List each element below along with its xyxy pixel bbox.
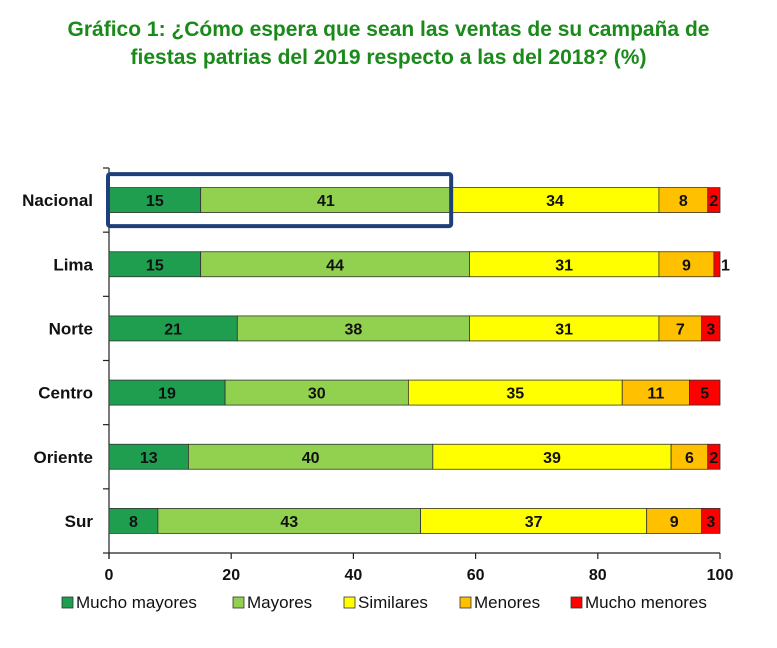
bar-nacional-mucho-mayores [108, 187, 202, 213]
x-tick-label: 80 [589, 567, 607, 584]
bar-oriente-mucho-mayores [108, 443, 189, 470]
data-label-norte-mucho-menores: 3 [706, 321, 715, 338]
chart-title: Gráfico 1: ¿Cómo espera que sean las ven… [0, 16, 777, 72]
chart-title-line-1: Gráfico 1: ¿Cómo espera que sean las ven… [67, 18, 710, 41]
bar-lima-mucho-menores [713, 251, 721, 278]
legend-label-mucho-mayores: Mucho mayores [76, 593, 197, 612]
category-label-centro: Centro [38, 384, 93, 403]
data-label-nacional-similares: 34 [546, 193, 564, 210]
bar-centro-menores [621, 379, 690, 406]
legend-label-similares: Similares [358, 593, 428, 612]
category-label-lima: Lima [53, 255, 93, 274]
x-tick-label: 100 [707, 567, 734, 584]
bar-norte-mucho-menores [701, 315, 721, 342]
data-label-sur-mayores: 43 [280, 514, 298, 531]
bar-oriente-mayores [188, 443, 434, 470]
bar-sur-similares [420, 508, 648, 534]
bar-centro-mayores [224, 379, 409, 406]
bar-norte-mayores [236, 315, 470, 342]
x-tick-label: 60 [467, 567, 485, 584]
data-label-centro-mucho-menores: 5 [700, 386, 709, 403]
legend-swatch-mucho-mayores [61, 596, 74, 609]
data-label-norte-similares: 31 [555, 321, 573, 338]
legend-swatch-mucho-menores [570, 596, 583, 609]
legend-swatch-similares [343, 596, 356, 609]
data-label-centro-similares: 35 [506, 386, 524, 403]
data-label-sur-mucho-mayores: 8 [129, 514, 138, 531]
legend-label-mayores: Mayores [247, 593, 312, 612]
data-label-oriente-similares: 39 [543, 450, 561, 467]
legend-swatch-menores [459, 596, 472, 609]
bar-lima-mucho-mayores [108, 251, 202, 278]
data-label-nacional-mucho-mayores: 15 [146, 193, 164, 210]
legend-label-menores: Menores [474, 593, 540, 612]
legend-label-mucho-menores: Mucho menores [585, 593, 707, 612]
category-label-norte: Norte [49, 319, 93, 338]
data-label-sur-mucho-menores: 3 [706, 514, 715, 531]
bar-lima-mayores [200, 251, 470, 278]
bar-sur-mayores [157, 508, 422, 534]
data-label-oriente-mucho-mayores: 13 [140, 450, 158, 467]
bar-centro-similares [407, 379, 623, 406]
category-label-nacional: Nacional [22, 191, 93, 210]
bar-norte-menores [658, 315, 703, 342]
data-label-sur-menores: 9 [670, 514, 679, 531]
data-label-norte-mucho-mayores: 21 [164, 321, 182, 338]
highlight-box [106, 172, 454, 229]
chart-title-line-2: fiestas patrias del 2019 respecto a las … [130, 46, 647, 69]
category-label-sur: Sur [65, 512, 94, 531]
bar-sur-mucho-menores [701, 508, 721, 534]
x-tick-label: 40 [345, 567, 363, 584]
data-label-nacional-menores: 8 [679, 193, 688, 210]
bar-lima-menores [658, 251, 715, 278]
bar-sur-mucho-mayores [108, 508, 159, 534]
data-label-centro-mucho-mayores: 19 [158, 386, 176, 403]
x-tick-label: 20 [222, 567, 240, 584]
data-label-lima-menores: 9 [682, 257, 691, 274]
bar-oriente-menores [670, 443, 709, 470]
data-label-centro-menores: 11 [647, 386, 664, 403]
legend-swatch-mayores [232, 596, 245, 609]
data-label-lima-similares: 31 [555, 257, 573, 274]
x-tick-label: 0 [105, 567, 114, 584]
category-label-oriente: Oriente [33, 448, 93, 467]
data-label-lima-mucho-mayores: 15 [146, 257, 164, 274]
data-label-sur-similares: 37 [525, 514, 543, 531]
data-label-oriente-menores: 6 [685, 450, 694, 467]
data-label-centro-mayores: 30 [308, 386, 326, 403]
data-label-lima-mucho-menores: 1 [721, 257, 730, 274]
data-label-oriente-mucho-menores: 2 [709, 450, 718, 467]
bar-nacional-mucho-menores [707, 187, 721, 213]
data-label-nacional-mucho-menores: 2 [709, 193, 718, 210]
data-label-norte-menores: 7 [676, 321, 685, 338]
bar-oriente-similares [432, 443, 672, 470]
data-label-lima-mayores: 44 [326, 257, 344, 274]
data-label-oriente-mayores: 40 [302, 450, 320, 467]
bar-norte-mucho-mayores [108, 315, 238, 342]
bar-centro-mucho-menores [689, 379, 721, 406]
bar-oriente-mucho-menores [707, 443, 721, 470]
data-label-norte-mayores: 38 [345, 321, 363, 338]
data-label-nacional-mayores: 41 [317, 193, 335, 210]
